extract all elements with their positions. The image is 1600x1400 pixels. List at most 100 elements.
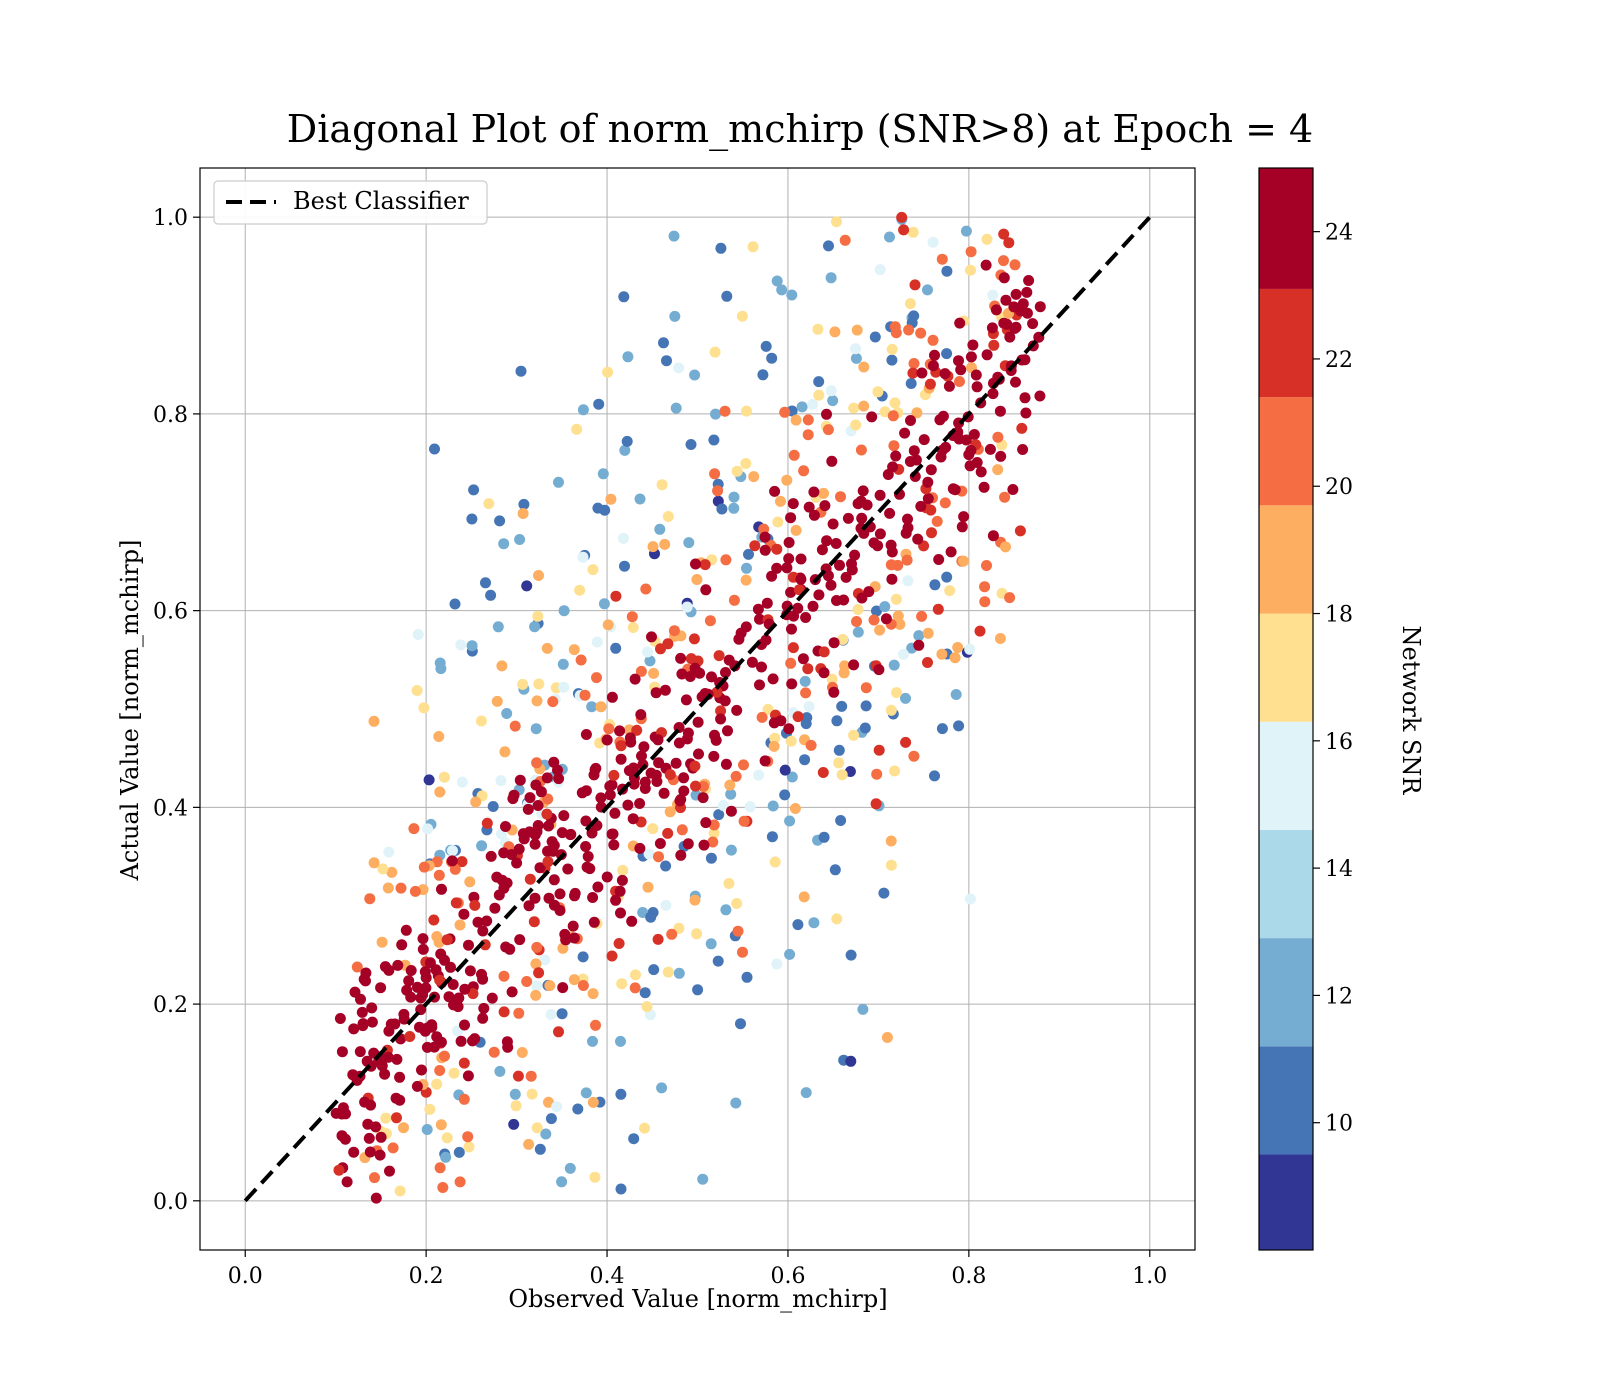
scatter-point <box>759 755 771 767</box>
scatter-point <box>514 934 526 946</box>
scatter-point <box>351 961 363 973</box>
scatter-point <box>394 1094 406 1106</box>
scatter-point <box>418 861 430 873</box>
scatter-point <box>762 703 774 715</box>
scatter-point <box>756 661 767 673</box>
scatter-point <box>458 1093 470 1105</box>
scatter-point <box>744 801 756 813</box>
scatter-point <box>678 785 690 797</box>
scatter-point <box>787 642 799 654</box>
scatter-point <box>394 1071 406 1083</box>
scatter-point <box>556 1176 568 1188</box>
scatter-point <box>1017 444 1029 455</box>
scatter-point <box>825 272 837 284</box>
scatter-point <box>526 1088 538 1100</box>
scatter-point <box>981 560 992 571</box>
scatter-point <box>532 800 544 811</box>
y-axis-label: Actual Value [norm_mchirp] <box>116 540 144 882</box>
scatter-point <box>732 925 744 937</box>
scatter-point <box>848 402 860 414</box>
scatter-point <box>839 660 851 672</box>
scatter-point <box>871 768 883 780</box>
scatter-point <box>719 405 731 417</box>
scatter-point <box>896 211 908 223</box>
scatter-point <box>693 748 704 760</box>
scatter-point <box>462 1070 474 1082</box>
scatter-point <box>375 982 387 994</box>
scatter-point <box>724 779 736 791</box>
scatter-point <box>913 639 925 651</box>
scatter-point <box>999 491 1011 503</box>
scatter-point <box>494 1065 506 1077</box>
scatter-point <box>1034 390 1046 402</box>
scatter-point <box>608 769 620 781</box>
scatter-point <box>603 723 615 735</box>
scatter-point <box>766 352 778 364</box>
scatter-point <box>888 440 900 452</box>
scatter-point <box>493 889 505 901</box>
scatter-point <box>543 1096 554 1108</box>
scatter-point <box>986 322 998 334</box>
scatter-point <box>673 362 685 374</box>
scatter-point <box>905 415 916 426</box>
scatter-point <box>376 936 388 948</box>
scatter-point <box>595 792 607 804</box>
scatter-point <box>628 1133 640 1145</box>
scatter-point <box>374 1149 386 1161</box>
scatter-point <box>775 715 787 727</box>
scatter-point <box>622 351 634 363</box>
scatter-point <box>960 434 972 446</box>
scatter-point <box>939 368 951 380</box>
scatter-point <box>886 354 898 366</box>
scatter-point <box>779 789 791 801</box>
scatter-point <box>382 1051 394 1063</box>
scatter-point <box>518 498 530 510</box>
scatter-point <box>749 540 761 552</box>
scatter-point <box>792 919 804 931</box>
scatter-point <box>477 925 489 937</box>
scatter-point <box>698 839 710 851</box>
scatter-point <box>454 919 466 931</box>
scatter-point <box>529 621 541 633</box>
scatter-point <box>783 553 795 565</box>
scatter-point <box>592 881 604 893</box>
scatter-point <box>725 788 737 800</box>
scatter-point <box>747 241 759 253</box>
scatter-point <box>369 1172 380 1184</box>
scatter-point <box>720 904 732 916</box>
x-tick-label: 0.4 <box>590 1264 625 1289</box>
scatter-point <box>933 554 945 565</box>
scatter-point <box>568 644 580 656</box>
scatter-point <box>720 554 732 566</box>
scatter-point <box>431 1031 443 1043</box>
colorbar-tick-label: 10 <box>1325 1112 1353 1137</box>
scatter-point <box>366 1016 378 1028</box>
scatter-point <box>784 815 796 827</box>
scatter-point <box>615 753 627 765</box>
scatter-point <box>634 798 646 809</box>
scatter-point <box>455 1035 467 1047</box>
scatter-point <box>568 974 580 986</box>
scatter-point <box>355 993 366 1005</box>
scatter-point <box>700 817 712 829</box>
scatter-point <box>394 1185 406 1197</box>
scatter-point <box>587 988 599 1000</box>
scatter-point <box>597 468 609 480</box>
scatter-point <box>944 585 956 597</box>
scatter-point <box>551 1101 563 1113</box>
scatter-point <box>358 973 370 985</box>
scatter-point <box>736 310 748 322</box>
scatter-point <box>816 544 828 556</box>
x-axis-ticks: 0.0 0.2 0.4 0.6 0.8 1.0 <box>228 1250 1167 1289</box>
scatter-points <box>330 211 1046 1204</box>
scatter-point <box>705 852 717 864</box>
scatter-point <box>907 367 919 379</box>
scatter-point <box>1034 301 1046 313</box>
scatter-point <box>738 815 750 827</box>
scatter-point <box>874 528 886 540</box>
scatter-point <box>528 916 540 928</box>
scatter-point <box>856 592 868 604</box>
scatter-point <box>423 774 435 786</box>
colorbar-bin <box>1259 613 1313 722</box>
scatter-point <box>553 476 564 488</box>
